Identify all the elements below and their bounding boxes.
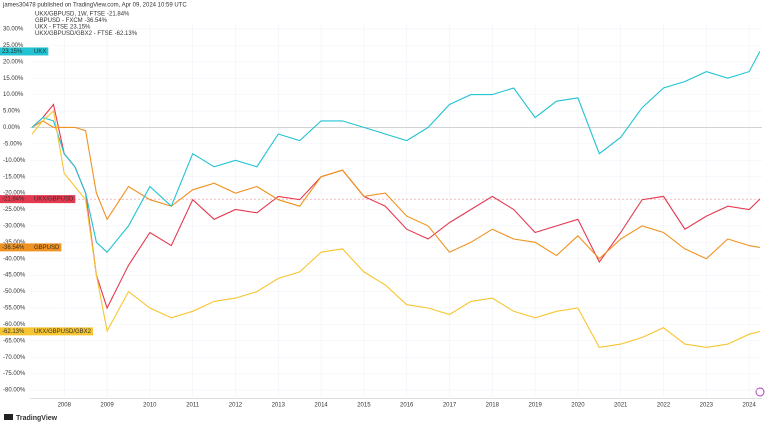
- y-tick-label: 20.00%: [3, 59, 24, 65]
- y-tick-label: 25.00%: [3, 43, 24, 49]
- axis-tag-name: UKX/GBPUSD: [34, 197, 74, 203]
- x-tick-label: 2024: [742, 403, 756, 409]
- axis-tag-bg: [32, 47, 49, 56]
- x-tick-label: 2008: [58, 403, 72, 409]
- y-tick-label: -45.00%: [3, 273, 26, 279]
- legend-name: UKX - FTSE: [35, 25, 68, 31]
- x-tick-label: 2009: [100, 403, 114, 409]
- axis-tag-value: -62.13%: [2, 329, 25, 335]
- y-tick-label: -5.00%: [3, 141, 23, 147]
- x-tick-label: 2020: [571, 403, 585, 409]
- legend-name: UKX/GBPUSD/GBX2 - FTSE: [35, 31, 113, 37]
- header: james30478 published on TradingView.com,…: [2, 3, 187, 9]
- axis-tag-value: 23.15%: [2, 49, 23, 55]
- legend-value: -21.84%: [107, 12, 130, 18]
- x-tick-label: 2023: [700, 403, 714, 409]
- axis-tag-value: -21.84%: [2, 197, 25, 203]
- settings-icon[interactable]: [755, 387, 765, 397]
- y-tick-label: -55.00%: [3, 306, 26, 312]
- x-tick-label: 2011: [186, 403, 200, 409]
- x-tick-label: 2018: [486, 403, 500, 409]
- y-tick-label: -75.00%: [3, 371, 26, 377]
- y-tick-label: -50.00%: [3, 289, 26, 295]
- x-tick-label: 2012: [229, 403, 243, 409]
- y-tick-label: -80.00%: [3, 388, 26, 394]
- axis-tag-name: GBPUSD: [34, 245, 60, 251]
- axis-tag-name: UKX/GBPUSD/GBX2: [34, 329, 92, 335]
- y-tick-label: 15.00%: [3, 76, 24, 82]
- y-tick-label: 5.00%: [3, 109, 21, 115]
- axis-tag: [0, 195, 32, 204]
- x-tick-label: 2010: [143, 403, 157, 409]
- y-tick-label: 10.00%: [3, 92, 24, 98]
- y-tick-label: -60.00%: [3, 322, 26, 328]
- x-tick-label: 2017: [443, 403, 457, 409]
- legend-value: 23.15%: [70, 25, 91, 31]
- y-tick-label: 0.00%: [3, 125, 21, 131]
- axis-tag-value: -36.54%: [2, 245, 25, 251]
- axis-tag: [0, 243, 32, 252]
- x-tick-label: 2014: [314, 403, 328, 409]
- x-tick-label: 2015: [357, 403, 371, 409]
- y-tick-label: -20.00%: [3, 191, 26, 197]
- axis-tag-name: UKX: [34, 49, 46, 55]
- y-tick-label: -35.00%: [3, 240, 26, 246]
- axis-tag-bg: [32, 243, 62, 252]
- y-tick-label: -40.00%: [3, 256, 26, 262]
- y-tick-label: -10.00%: [3, 158, 26, 164]
- axis-tag-bg: [32, 195, 76, 204]
- axis-tag-bg: [32, 327, 94, 336]
- y-tick-label: -70.00%: [3, 355, 26, 361]
- y-tick-label: 30.00%: [3, 27, 24, 33]
- axis-tag: [0, 327, 32, 336]
- x-tick-label: 2013: [272, 403, 286, 409]
- legend-value: -62.13%: [115, 31, 138, 37]
- legend-value: -36.54%: [85, 18, 108, 24]
- x-tick-label: 2022: [657, 403, 671, 409]
- y-tick-label: -15.00%: [3, 174, 26, 180]
- axis-tag: [0, 47, 32, 56]
- x-tick-label: 2021: [614, 403, 628, 409]
- logo: [4, 414, 13, 420]
- y-tick-label: -30.00%: [3, 223, 26, 229]
- series-line: [31, 51, 761, 254]
- legend-name: GBPUSD - FXCM: [35, 18, 83, 24]
- series-line: [31, 120, 760, 260]
- legend-name: UKX/GBPUSD, 1W, FTSE: [35, 12, 105, 18]
- y-tick-label: -25.00%: [3, 207, 26, 213]
- series-line: [31, 109, 761, 349]
- y-tick-label: -65.00%: [3, 338, 26, 344]
- x-tick-label: 2016: [400, 403, 414, 409]
- x-tick-label: 2019: [528, 403, 542, 409]
- footer: TradingView: [16, 415, 58, 422]
